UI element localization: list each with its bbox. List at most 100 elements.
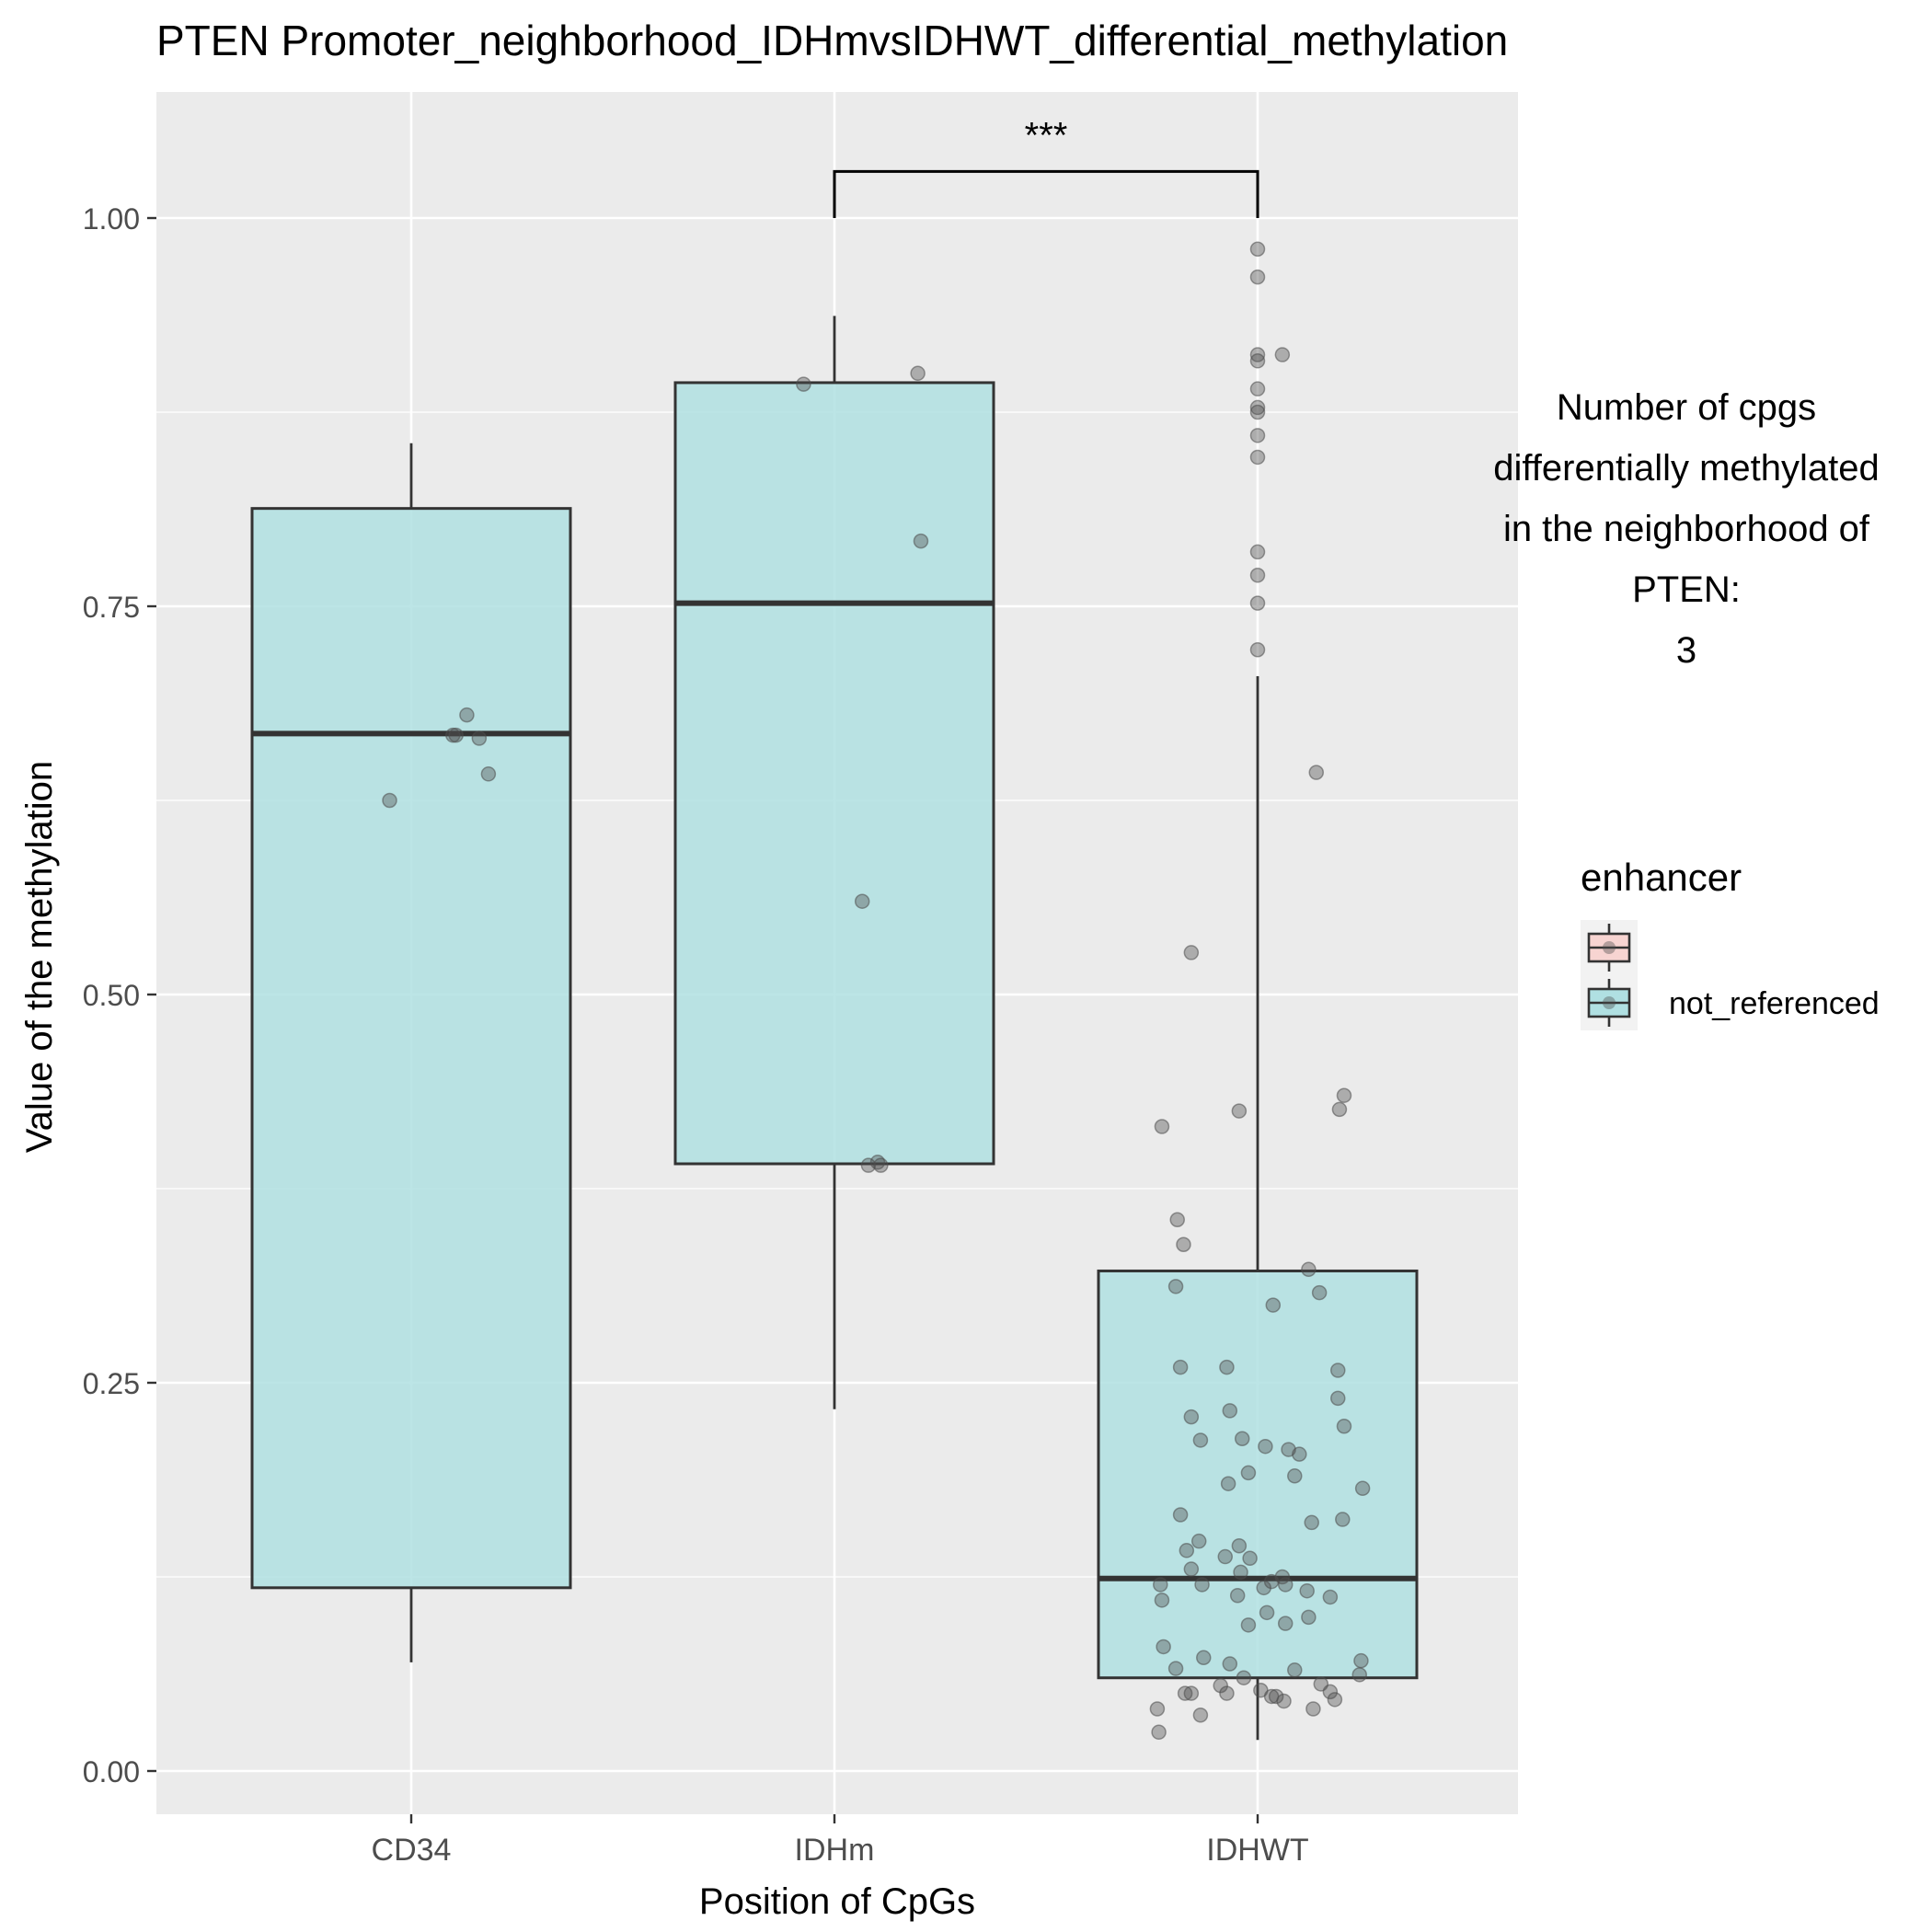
data-point <box>1249 404 1266 420</box>
legend: enhancer not_referenced <box>1581 856 1880 1030</box>
data-point <box>1287 1468 1303 1484</box>
y-tick-label: 0.50 <box>83 979 140 1012</box>
data-point <box>913 533 929 549</box>
points-layer <box>382 241 1371 1741</box>
y-tick-label: 0.00 <box>83 1755 140 1788</box>
data-point <box>1301 1261 1317 1278</box>
data-point <box>1287 1662 1303 1678</box>
data-point <box>1219 1359 1235 1375</box>
data-point <box>1336 1087 1352 1103</box>
data-point <box>1229 1588 1246 1604</box>
data-point <box>1172 1359 1189 1375</box>
data-point <box>1217 1548 1234 1565</box>
data-point <box>1249 399 1266 416</box>
data-point <box>1176 1236 1191 1253</box>
data-point <box>854 893 870 909</box>
y-tick-label: 0.25 <box>83 1367 140 1400</box>
data-point <box>1277 1577 1294 1593</box>
data-point <box>1220 1476 1236 1491</box>
data-point <box>1249 567 1266 583</box>
data-point <box>1351 1667 1368 1683</box>
data-point <box>1268 1688 1284 1705</box>
x-tick-label: IDHWT <box>1206 1833 1308 1868</box>
data-point <box>1301 1609 1317 1626</box>
y-tick-label: 1.00 <box>83 202 140 236</box>
legend-point <box>1603 941 1616 954</box>
significance-bracket: *** <box>833 115 1259 218</box>
data-point <box>1274 347 1291 362</box>
data-point <box>480 766 497 782</box>
data-point <box>1233 1564 1248 1581</box>
data-point <box>382 792 397 809</box>
box-idhwt <box>1097 675 1419 1741</box>
data-point <box>1265 1297 1282 1313</box>
data-point <box>1299 1582 1315 1599</box>
data-point <box>471 730 488 746</box>
data-point <box>1249 353 1266 369</box>
box-iqr <box>1097 1269 1419 1680</box>
y-tick-label: 0.75 <box>83 591 140 624</box>
annotation-line: PTEN: <box>1632 569 1741 610</box>
data-point <box>1177 1685 1193 1701</box>
data-point <box>1219 1685 1235 1701</box>
y-axis: 0.00 0.25 0.50 0.75 1.00 <box>83 202 156 1788</box>
data-point <box>873 1157 889 1173</box>
data-point <box>1154 1593 1170 1608</box>
data-point <box>1249 241 1266 258</box>
data-point <box>1222 1656 1238 1672</box>
data-point <box>1192 1432 1209 1448</box>
data-point <box>1308 765 1325 780</box>
data-point <box>1236 1670 1252 1685</box>
data-point <box>1330 1390 1346 1407</box>
x-tick-label: CD34 <box>372 1833 452 1868</box>
bracket-line <box>833 169 1259 218</box>
data-point <box>1190 1533 1207 1549</box>
data-point <box>1234 1431 1250 1447</box>
legend-label: not_referenced <box>1669 986 1880 1021</box>
y-axis-title: Value of the methylation <box>19 761 60 1153</box>
data-point <box>1169 1212 1185 1228</box>
annotation-line: Number of cpgs <box>1557 387 1816 428</box>
data-point <box>1249 449 1266 466</box>
data-point <box>1330 1363 1346 1378</box>
x-tick-label: IDHm <box>795 1833 875 1868</box>
legend-item <box>1581 920 1638 975</box>
data-point <box>1256 1580 1271 1596</box>
data-point <box>1249 544 1266 560</box>
box-cd34 <box>250 443 572 1662</box>
data-point <box>1259 1604 1275 1621</box>
data-point <box>1149 1701 1166 1717</box>
data-point <box>1231 1537 1248 1554</box>
data-point <box>1249 428 1266 443</box>
data-point <box>1240 1617 1257 1633</box>
legend-item: not_referenced <box>1581 975 1880 1030</box>
data-point <box>1249 595 1266 611</box>
annotation-line: differentially methylated <box>1493 448 1880 489</box>
data-point <box>1153 1577 1168 1593</box>
data-point <box>1183 945 1200 960</box>
data-point <box>1183 1409 1200 1425</box>
data-point <box>1336 1419 1352 1434</box>
data-point <box>1305 1701 1321 1717</box>
box-iqr <box>250 507 572 1590</box>
box-iqr <box>673 381 995 1166</box>
data-point <box>1172 1507 1189 1523</box>
data-point <box>1322 1589 1339 1605</box>
data-point <box>1276 1693 1292 1709</box>
data-point <box>1231 1103 1248 1119</box>
legend-title: enhancer <box>1581 856 1742 899</box>
data-point <box>1304 1514 1319 1531</box>
data-point <box>1353 1652 1369 1669</box>
data-point <box>1167 1661 1184 1676</box>
data-point <box>1156 1639 1171 1655</box>
data-point <box>796 376 811 392</box>
data-point <box>1154 1119 1170 1134</box>
data-point <box>1151 1724 1167 1741</box>
significance-label: *** <box>1025 115 1068 155</box>
data-point <box>1249 381 1266 397</box>
data-point <box>1192 1707 1209 1723</box>
data-point <box>1167 1279 1184 1294</box>
data-point <box>1311 1284 1328 1301</box>
data-point <box>860 1157 877 1173</box>
data-point <box>1183 1561 1200 1577</box>
